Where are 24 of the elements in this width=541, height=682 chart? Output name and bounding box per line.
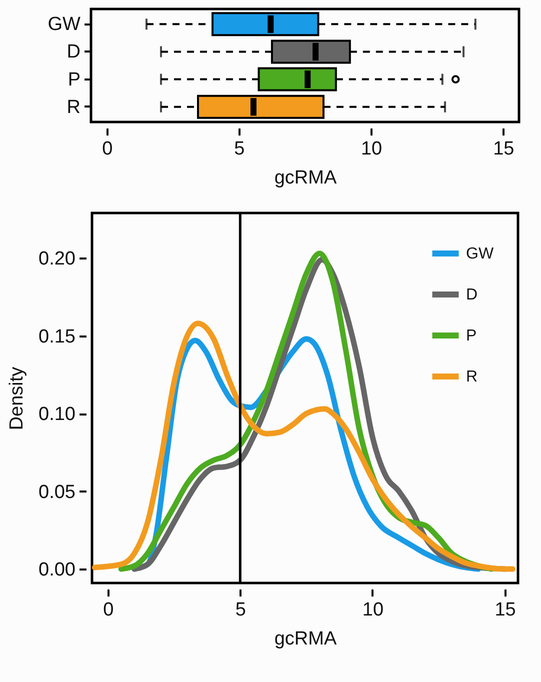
x-tick-label: 15 <box>493 138 514 160</box>
y-tick-label: P <box>68 69 80 90</box>
legend-label: R <box>466 368 478 386</box>
y-tick-label: 0.15 <box>38 326 76 348</box>
y-tick-label: 0.00 <box>38 560 76 581</box>
y-tick-label: 0.05 <box>38 482 76 503</box>
x-axis-title: gcRMA <box>274 628 337 650</box>
y-tick-label: D <box>66 42 80 63</box>
x-axis-title: gcRMA <box>274 168 337 188</box>
y-tick-label: R <box>66 96 80 118</box>
x-tick-label: 10 <box>362 600 384 620</box>
y-tick-label: 0.10 <box>38 404 76 426</box>
x-tick-label: 5 <box>235 600 246 620</box>
x-tick-label: 10 <box>360 138 382 160</box>
legend-label: D <box>466 286 478 304</box>
legend-label: P <box>466 328 477 344</box>
y-axis-title: Density <box>6 366 28 430</box>
x-tick-label: 5 <box>234 138 245 160</box>
legend-label: GW <box>466 246 494 262</box>
y-tick-label: 0.20 <box>38 248 76 270</box>
x-tick-label: 15 <box>494 600 516 620</box>
x-tick-label: 0 <box>103 600 114 620</box>
x-tick-label: 0 <box>102 138 113 160</box>
y-tick-label: GW <box>48 14 81 36</box>
